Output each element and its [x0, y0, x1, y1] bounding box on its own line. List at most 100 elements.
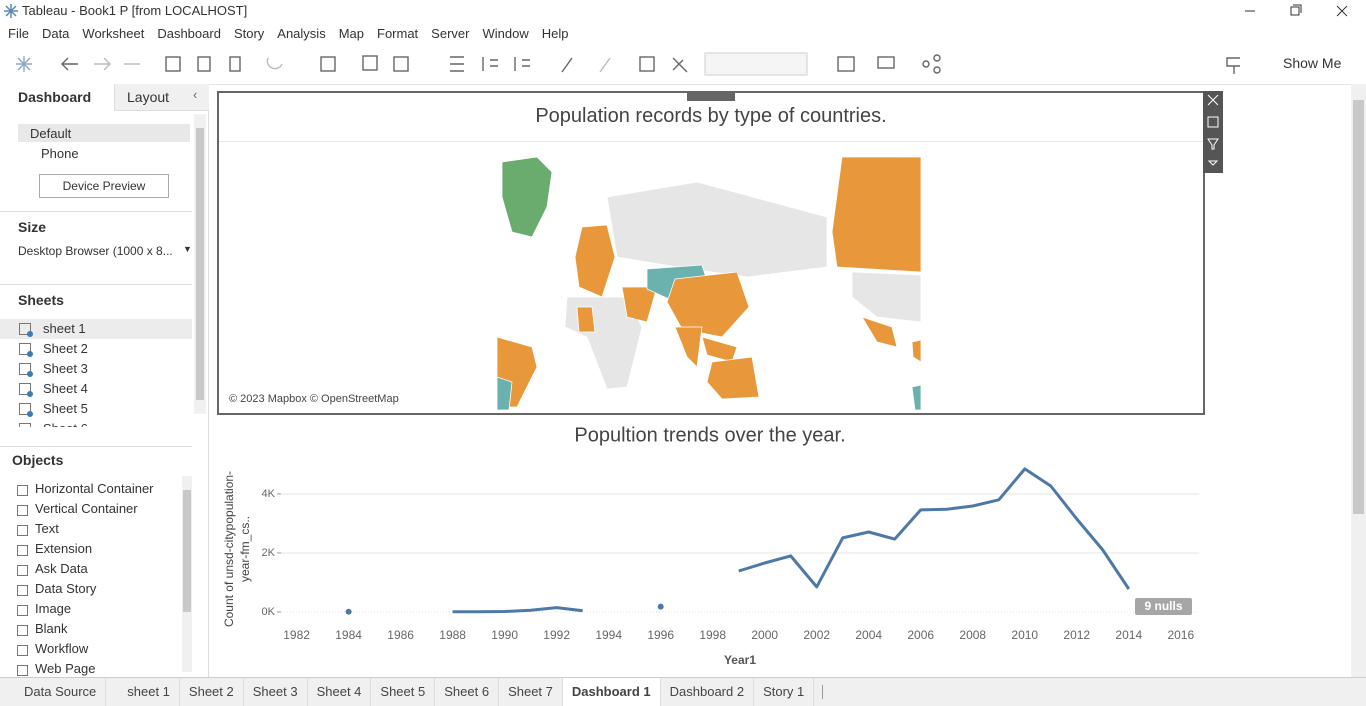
x-tick-label: 1990: [491, 628, 518, 642]
sheet-name[interactable]: Sheet 3: [43, 361, 88, 376]
sheet-icon: [19, 323, 31, 335]
object-name[interactable]: Horizontal Container: [35, 481, 154, 496]
sheet-name[interactable]: Sheet 6: [43, 419, 192, 427]
object-row[interactable]: Horizontal Container: [0, 479, 180, 499]
sheet-name[interactable]: Sheet 5: [43, 401, 88, 416]
x-tick-label: 2012: [1063, 628, 1090, 642]
object-row[interactable]: Text: [0, 519, 180, 539]
menu-item[interactable]: Server: [431, 25, 470, 41]
y-tick-label: 0K: [262, 606, 276, 618]
object-name[interactable]: Vertical Container: [35, 501, 138, 516]
sheet-tab[interactable]: Sheet 4: [308, 678, 372, 706]
map-attribution: © 2023 Mapbox © OpenStreetMap: [229, 393, 399, 405]
object-name[interactable]: Workflow: [35, 641, 89, 656]
menu-item[interactable]: Story: [233, 25, 265, 41]
object-row[interactable]: Data Story: [0, 579, 180, 599]
x-tick-label: 1998: [699, 628, 726, 642]
device-label[interactable]: Phone: [41, 146, 79, 161]
object-name[interactable]: Extension: [35, 541, 93, 556]
sheet-check: [27, 411, 33, 417]
tab-label[interactable]: Layout: [127, 89, 170, 105]
toolbar-icons[interactable]: [0, 44, 1240, 84]
collapse-icon[interactable]: ‹: [193, 87, 198, 102]
map-zone[interactable]: Population records by type of countries.…: [217, 91, 1205, 415]
menu-item[interactable]: Map: [338, 25, 364, 41]
object-name[interactable]: Ask Data: [35, 561, 88, 576]
x-tick-label: 1988: [439, 628, 466, 642]
sheet-tab[interactable]: Sheet 6: [435, 678, 500, 706]
left-pane: Dashboard Layout ‹ Default Phone Device P…: [0, 84, 209, 677]
object-list: Horizontal Container Vertical Container Te…: [0, 479, 180, 677]
menu-item[interactable]: Window: [482, 25, 529, 41]
object-row[interactable]: Vertical Container: [0, 499, 180, 519]
x-tick-label: 1992: [543, 628, 570, 642]
sheet-icon: [19, 343, 31, 355]
tab-label[interactable]: Dashboard: [18, 89, 92, 105]
object-name[interactable]: Text: [35, 521, 59, 536]
device-label[interactable]: Default: [30, 126, 72, 141]
object-icon: [17, 645, 28, 656]
device-preview-button[interactable]: Device Preview: [39, 174, 169, 198]
sheet-tab[interactable]: Sheet 7: [499, 678, 563, 706]
object-row[interactable]: Web Page: [0, 659, 180, 677]
size-dropdown[interactable]: Desktop Browser (1000 x 8...: [18, 244, 173, 258]
divider: [0, 284, 192, 285]
object-row[interactable]: Workflow: [0, 639, 180, 659]
sheet-row[interactable]: Sheet 5: [0, 399, 192, 419]
sheet-row[interactable]: Sheet 4: [0, 379, 192, 399]
window-controls[interactable]: [1240, 4, 1356, 18]
menu-item[interactable]: File: [8, 25, 29, 41]
sheet-row[interactable]: sheet 1: [0, 319, 192, 339]
sheet-tab[interactable]: sheet 1: [118, 678, 180, 706]
sheet-name[interactable]: Sheet 4: [43, 381, 88, 396]
object-name[interactable]: Data Story: [35, 581, 97, 596]
object-row[interactable]: Blank: [0, 619, 180, 639]
menu-item[interactable]: Dashboard: [157, 25, 221, 41]
sheet-row[interactable]: Sheet 3: [0, 359, 192, 379]
scrollbar[interactable]: [182, 476, 192, 672]
sheet-name[interactable]: sheet 1: [43, 321, 86, 336]
map[interactable]: [497, 157, 921, 410]
object-icon: [17, 625, 28, 636]
sheet-tab[interactable]: Sheet 2: [180, 678, 244, 706]
menu-item[interactable]: Worksheet: [82, 25, 145, 41]
sheet-row[interactable]: Sheet 2: [0, 339, 192, 359]
menu-item[interactable]: Data: [41, 25, 70, 41]
show-me-button[interactable]: Show Me: [1283, 55, 1342, 71]
menu-item[interactable]: Analysis: [277, 25, 326, 41]
object-row[interactable]: Image: [0, 599, 180, 619]
sheet-tab[interactable]: Story 1: [754, 678, 815, 706]
divider: [0, 211, 192, 212]
toolbar: Show Me: [0, 44, 1366, 85]
line-chart: Popultion trends over the year. Year1 0K…: [262, 424, 1199, 667]
object-name[interactable]: Blank: [35, 621, 68, 636]
object-name[interactable]: Web Page: [35, 661, 96, 676]
device-row[interactable]: Default: [18, 124, 190, 142]
sheet-row[interactable]: Sheet 6: [0, 419, 192, 427]
sheet-tab[interactable]: Dashboard 2: [661, 678, 755, 706]
object-row[interactable]: Ask Data: [0, 559, 180, 579]
dropdown-arrow[interactable]: ▼: [183, 244, 192, 254]
pane-tab[interactable]: Layout ‹: [114, 84, 209, 111]
pane-tab[interactable]: Dashboard: [0, 84, 114, 112]
scrollbar[interactable]: [194, 114, 206, 414]
sheet-tab[interactable]: Sheet 3: [244, 678, 308, 706]
new-sheet-icons[interactable]: [822, 685, 903, 699]
sheet-tab[interactable]: Dashboard 1: [562, 678, 661, 706]
y-tick-label: 2K: [262, 547, 276, 559]
menu-item[interactable]: Help: [541, 25, 569, 41]
sheet-name[interactable]: Sheet 2: [43, 341, 88, 356]
menu-item[interactable]: Format: [377, 25, 419, 41]
main-scrollbar[interactable]: [1351, 84, 1366, 677]
x-tick-label: 1984: [335, 628, 362, 642]
objects-heading: Objects: [12, 452, 64, 468]
sheet-tab[interactable]: Sheet 5: [371, 678, 436, 706]
object-name[interactable]: Image: [35, 601, 72, 616]
sheet-tab[interactable]: Data Source: [0, 678, 107, 706]
zone-toolbar[interactable]: [1203, 91, 1223, 173]
object-row[interactable]: Extension: [0, 539, 180, 559]
drag-handle[interactable]: [687, 91, 735, 101]
null-indicator-box: [1135, 598, 1192, 615]
menu-bar: File Data Worksheet Dashboard Story Analysis M…: [8, 22, 568, 44]
